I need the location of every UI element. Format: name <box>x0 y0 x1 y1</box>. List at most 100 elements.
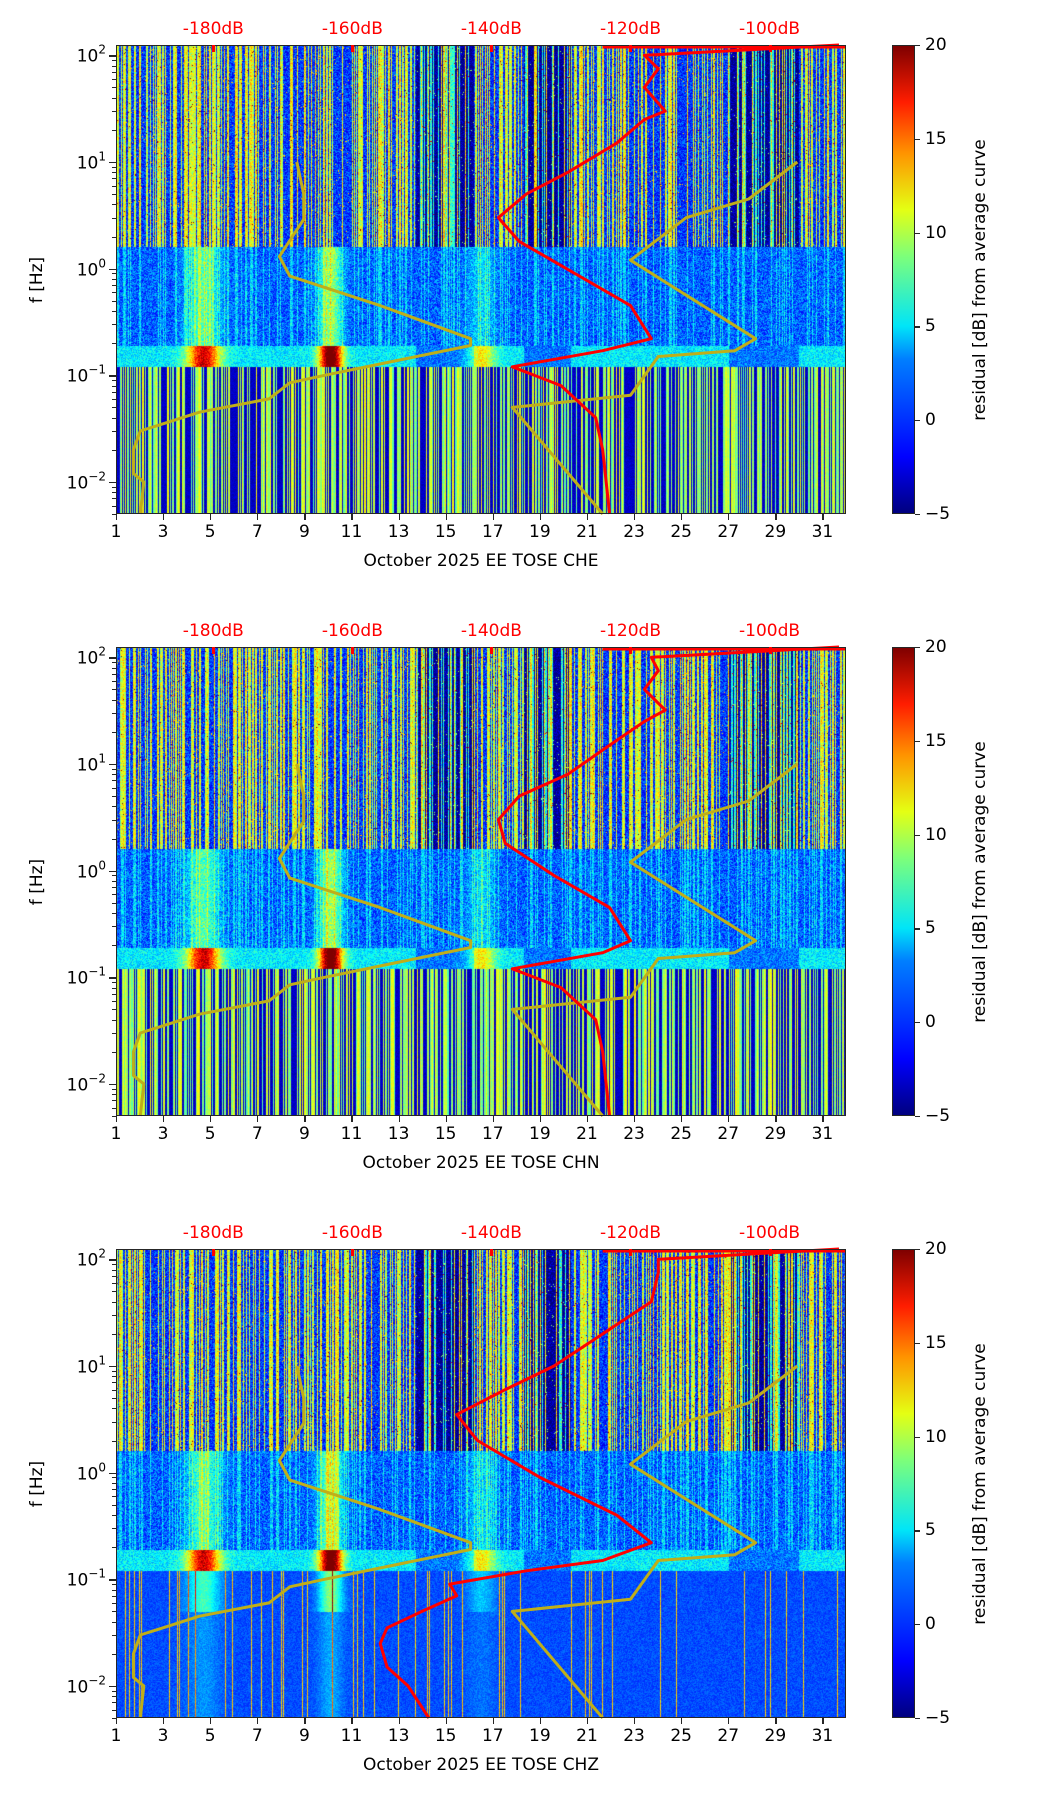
x-tick <box>210 1116 212 1122</box>
y-tick <box>109 375 116 377</box>
y-tick-label: 100 <box>77 1460 106 1484</box>
y-tick-label: 100 <box>77 256 106 280</box>
y-tick-base: 10 <box>76 1357 99 1378</box>
y-minor-tick <box>112 166 116 168</box>
x-tick <box>163 1116 165 1122</box>
y-tick-base: 10 <box>66 1570 89 1591</box>
colorbar-tick <box>915 1718 920 1720</box>
y-minor-tick <box>112 1264 116 1266</box>
y-tick <box>109 870 116 872</box>
x-tick-label: 9 <box>298 1124 310 1144</box>
x-tick-label: 3 <box>157 522 169 542</box>
x-tick <box>445 1718 447 1724</box>
y-minor-tick <box>112 129 116 131</box>
colorbar-tick <box>915 326 920 328</box>
y-minor-tick <box>112 498 116 500</box>
x-tick <box>822 1116 824 1122</box>
db-axis-label: -160dB <box>321 19 383 39</box>
y-minor-tick <box>112 71 116 73</box>
x-tick-label: 25 <box>670 1124 692 1144</box>
x-tick <box>775 514 777 520</box>
x-tick-label: 7 <box>251 1124 263 1144</box>
y-minor-tick <box>112 1398 116 1400</box>
y-minor-tick <box>112 731 116 733</box>
y-axis-label: f [Hz] <box>27 858 47 906</box>
x-tick-label: 29 <box>764 1726 787 1746</box>
x-axis-label: October 2025 EE TOSE CHE <box>363 551 599 571</box>
x-tick-label: 1 <box>110 522 122 542</box>
x-tick-label: 1 <box>110 1124 122 1144</box>
y-tick-base: 10 <box>76 648 99 669</box>
y-minor-tick <box>112 1100 116 1102</box>
x-tick <box>163 514 165 520</box>
y-minor-tick <box>112 311 116 313</box>
y-minor-tick <box>112 505 116 507</box>
y-minor-tick <box>112 1696 116 1698</box>
x-tick <box>398 1718 400 1724</box>
y-tick <box>109 657 116 659</box>
colorbar-tick-label: 0 <box>925 1614 936 1635</box>
y-tick-label: 101 <box>76 1354 106 1378</box>
y-minor-tick <box>112 1589 116 1591</box>
y-tick-exp: 0 <box>98 256 106 271</box>
y-minor-tick <box>112 1019 116 1021</box>
y-tick-exp: −2 <box>88 1071 106 1086</box>
y-tick-base: 10 <box>66 968 89 989</box>
x-axis-label: October 2025 EE TOSE CHZ <box>363 1755 599 1775</box>
y-tick-label: 101 <box>77 752 106 776</box>
y-minor-tick <box>112 1421 116 1423</box>
y-minor-tick <box>112 806 116 808</box>
x-tick-label: 19 <box>529 1124 551 1144</box>
y-tick-exp: 1 <box>98 149 106 164</box>
noise-model-low-line <box>131 1365 473 1719</box>
y-tick-exp: −1 <box>88 362 106 377</box>
x-tick-label: 29 <box>764 1124 787 1144</box>
x-tick-label: 17 <box>481 1124 504 1144</box>
x-tick-label: 21 <box>576 1726 598 1746</box>
y-minor-tick <box>112 417 116 419</box>
y-minor-tick <box>112 774 116 776</box>
db-axis-label: -120dB <box>599 1223 661 1243</box>
x-tick <box>210 514 212 520</box>
x-tick <box>775 1718 777 1724</box>
x-tick-label: 17 <box>481 522 504 542</box>
average-residual-line <box>496 43 840 515</box>
db-axis-label: -100dB <box>738 19 801 39</box>
y-tick-base: 10 <box>76 1250 99 1271</box>
x-tick <box>351 1116 353 1122</box>
y-tick <box>109 1472 116 1474</box>
x-tick <box>116 1116 118 1122</box>
x-tick-label: 19 <box>529 522 551 542</box>
y-minor-tick <box>112 662 116 664</box>
x-tick <box>728 1116 730 1122</box>
x-tick-label: 13 <box>387 522 410 542</box>
db-axis-tick <box>212 45 216 52</box>
curves-overlay <box>131 645 846 1117</box>
spectrogram-plot <box>116 645 846 1117</box>
y-minor-tick <box>112 819 116 821</box>
colorbar-tick-label: −5 <box>925 504 951 524</box>
x-tick-label: 27 <box>717 1124 740 1144</box>
db-axis-label: -180dB <box>182 621 244 641</box>
x-tick-label: 15 <box>434 1124 457 1144</box>
x-tick <box>728 1718 730 1724</box>
x-tick-label: 9 <box>298 1726 310 1746</box>
y-tick-exp: 0 <box>98 1460 106 1475</box>
colorbar <box>892 647 915 1116</box>
y-minor-tick <box>112 1370 116 1372</box>
colorbar-tick <box>915 1249 920 1251</box>
colorbar-tick-label: 15 <box>925 1332 947 1353</box>
y-minor-tick <box>112 1547 116 1549</box>
x-tick-label: 7 <box>251 1726 263 1746</box>
colorbar-tick-label: 10 <box>925 824 947 845</box>
db-axis-tick <box>351 1249 355 1256</box>
x-tick <box>822 1718 824 1724</box>
db-axis-label: -160dB <box>321 1223 383 1243</box>
y-minor-tick <box>112 1602 116 1604</box>
y-minor-tick <box>112 1275 116 1277</box>
db-axis-tick <box>351 647 355 654</box>
y-minor-tick <box>112 431 116 433</box>
y-minor-tick <box>112 217 116 219</box>
colorbar-tick-label: −5 <box>925 1106 951 1126</box>
colorbar-tick-label: 10 <box>925 222 947 243</box>
